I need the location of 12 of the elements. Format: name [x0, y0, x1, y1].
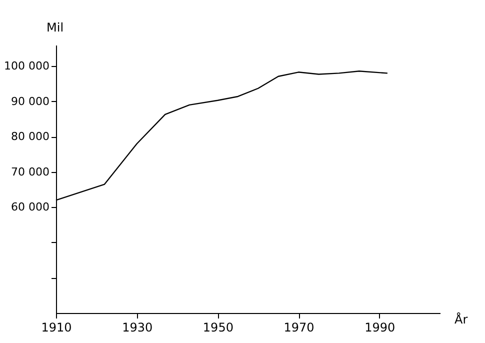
- x-tick-label: 1950: [202, 320, 234, 334]
- y-tick-label: 90 000: [11, 94, 50, 108]
- y-tick-label: 80 000: [11, 130, 50, 144]
- x-tick-label: 1910: [41, 320, 72, 334]
- x-tick-label: 1930: [122, 320, 153, 334]
- x-axis-title: År: [454, 312, 468, 326]
- y-tick-label: 70 000: [11, 165, 50, 178]
- y-tick-label: 60 000: [11, 200, 50, 214]
- y-axis-title: Mil: [46, 20, 64, 34]
- x-tick-label: 1990: [364, 320, 396, 334]
- x-tick-label: 1970: [284, 320, 314, 334]
- y-tick-label: 100 000: [4, 60, 50, 73]
